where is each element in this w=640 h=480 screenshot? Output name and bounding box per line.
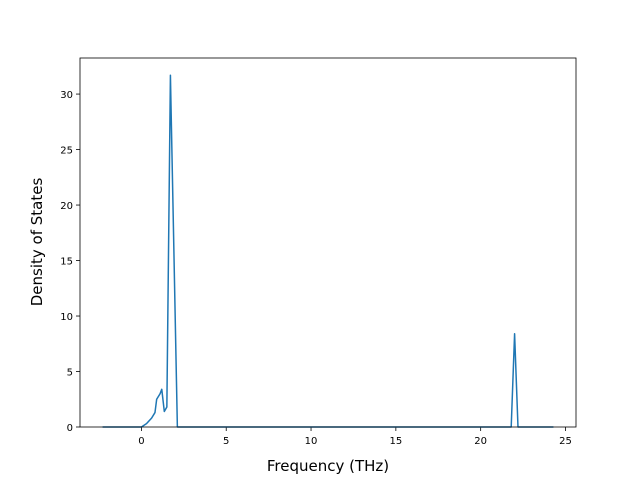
y-tick-label: 0: [67, 423, 73, 434]
plot-frame: [79, 57, 577, 428]
x-tick-label: 20: [474, 436, 487, 447]
x-tick-label: 10: [305, 436, 318, 447]
y-tick-label: 10: [60, 312, 73, 323]
x-tick-label: 0: [138, 436, 144, 447]
line-series: [102, 74, 554, 428]
y-tick-label: 15: [60, 257, 73, 268]
y-tick-label: 30: [60, 90, 73, 101]
y-tick-label: 5: [67, 368, 73, 379]
x-axis-label: Frequency (THz): [267, 457, 389, 475]
x-tick-label: 15: [389, 436, 402, 447]
y-tick-label: 25: [60, 146, 73, 157]
x-tick-label: 5: [223, 436, 229, 447]
y-tick-label: 20: [60, 201, 73, 212]
x-tick-label: 25: [559, 436, 572, 447]
y-axis-label: Density of States: [28, 178, 46, 307]
